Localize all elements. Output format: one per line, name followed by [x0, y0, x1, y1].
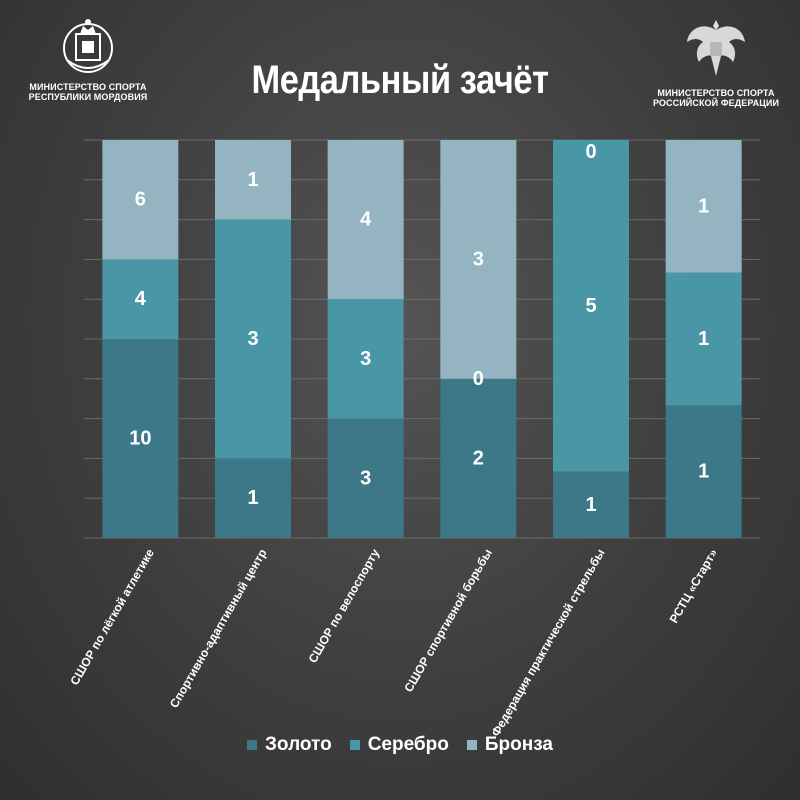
data-label-silver-0: 4	[135, 288, 147, 310]
bar-bronze-1	[215, 140, 291, 220]
legend-item-bronze: Бронза	[466, 734, 553, 756]
category-label-5: РСТЦ «Старт»	[667, 546, 721, 625]
category-label-2: СШОР по велоспорту	[306, 546, 383, 665]
bar-silver-5	[665, 272, 742, 406]
data-label-bronze-5: 1	[698, 195, 709, 217]
category-label-1: Спортивно-адаптивный центр	[167, 547, 270, 711]
category-label-4: Федерация практической стрельбы	[488, 547, 607, 739]
data-label-gold-3: 2	[473, 447, 484, 469]
data-label-gold-2: 3	[360, 467, 371, 489]
bar-bronze-5	[665, 140, 742, 273]
bar-silver-1	[215, 219, 291, 459]
data-label-gold-5: 1	[698, 461, 709, 483]
legend-item-silver: Серебро	[349, 734, 449, 756]
data-label-gold-4: 1	[585, 494, 596, 516]
data-label-bronze-3: 3	[473, 248, 484, 270]
data-label-silver-5: 1	[698, 328, 709, 350]
bar-gold-1	[215, 458, 291, 538]
chart-legend: Золото Серебро Бронза	[0, 734, 800, 756]
mordovia-emblem-icon	[63, 19, 113, 73]
data-label-gold-0: 10	[129, 428, 151, 450]
bar-silver-2	[327, 299, 404, 419]
bar-gold-0	[102, 339, 179, 538]
bar-gold-4	[553, 471, 629, 538]
bar-bronze-0	[102, 140, 179, 260]
bar-stacks	[102, 140, 742, 538]
chart-title: Медальный зачёт	[251, 58, 549, 102]
bar-gold-2	[327, 418, 404, 538]
bar-silver-0	[102, 259, 179, 339]
legend-item-gold: Золото	[247, 734, 332, 756]
bar-bronze-2	[327, 140, 404, 300]
category-labels: СШОР по лёгкой атлетике Спортивно-адаптив…	[67, 546, 720, 739]
data-label-silver-3: 0	[473, 368, 484, 390]
bar-bronze-3	[440, 140, 517, 379]
data-labels: 10 4 6 1 3 1 3 3 4 2 0 3 1 5 0 1 1 1	[129, 141, 709, 516]
data-label-bronze-4: 0	[585, 141, 596, 163]
legend-label-silver: Серебро	[367, 734, 449, 755]
right-logo-line-1: МИНИСТЕРСТВО СПОРТА	[657, 88, 775, 98]
bar-gold-5	[665, 405, 742, 538]
category-label-3: СШОР спортивной борьбы	[401, 547, 495, 695]
data-label-silver-4: 5	[585, 295, 596, 317]
data-label-gold-1: 1	[247, 487, 258, 509]
mordovia-ministry-logo: МИНИСТЕРСТВО СПОРТА РЕСПУБЛИКИ МОРДОВИЯ	[18, 12, 158, 102]
left-logo-line-2: РЕСПУБЛИКИ МОРДОВИЯ	[28, 92, 148, 102]
data-label-bronze-2: 4	[360, 209, 372, 231]
data-label-silver-2: 3	[360, 348, 371, 370]
legend-swatch-bronze	[466, 740, 477, 750]
legend-swatch-silver	[349, 740, 360, 750]
data-label-bronze-0: 6	[135, 189, 146, 211]
double-headed-eagle-icon	[687, 20, 745, 76]
russia-ministry-logo: МИНИСТЕРСТВО СПОРТА РОССИЙСКОЙ ФЕДЕРАЦИИ	[646, 12, 786, 108]
bar-gold-3	[440, 378, 517, 538]
right-logo-line-2: РОССИЙСКОЙ ФЕДЕРАЦИИ	[652, 98, 780, 108]
data-label-silver-1: 3	[247, 328, 258, 350]
grid-lines	[84, 139, 760, 539]
legend-swatch-gold	[247, 740, 258, 750]
category-label-0: СШОР по лёгкой атлетике	[67, 546, 157, 687]
left-logo-line-1: МИНИСТЕРСТВО СПОРТА	[29, 82, 147, 92]
legend-label-gold: Золото	[265, 734, 332, 755]
legend-label-bronze: Бронза	[484, 734, 553, 755]
bar-silver-4	[553, 140, 629, 472]
data-label-bronze-1: 1	[247, 169, 258, 191]
